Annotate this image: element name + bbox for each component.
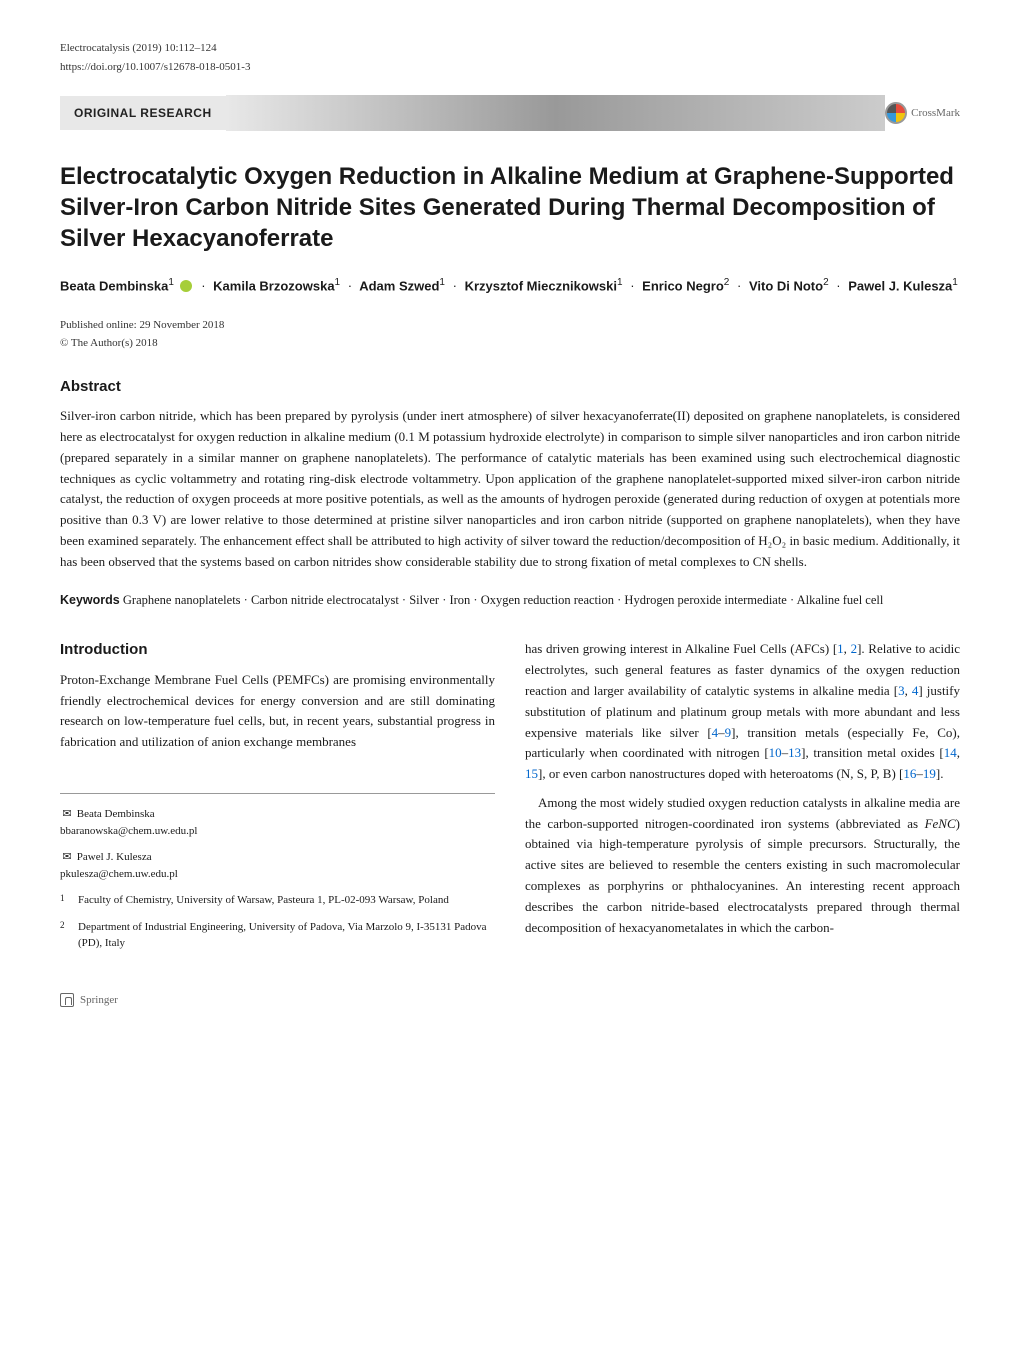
- affil-sup: 2: [724, 277, 730, 288]
- paragraph: Proton-Exchange Membrane Fuel Cells (PEM…: [60, 670, 495, 753]
- text: ) obtained via high-temperature pyrolysi…: [525, 816, 960, 935]
- copyright: © The Author(s) 2018: [60, 335, 960, 352]
- crossmark-icon: [885, 102, 907, 124]
- text-italic: FeNC: [925, 816, 956, 831]
- journal-citation: Electrocatalysis (2019) 10:112–124: [60, 40, 960, 57]
- affil-sup: 2: [823, 277, 829, 288]
- corr-name: Pawel J. Kulesza: [77, 851, 152, 863]
- category-bar: ORIGINAL RESEARCH CrossMark: [60, 95, 960, 131]
- decorative-gradient: [226, 95, 885, 131]
- page-footer: Springer: [60, 992, 960, 1009]
- orcid-icon[interactable]: [180, 280, 192, 292]
- citation-link[interactable]: 15: [525, 766, 538, 781]
- left-column: Introduction Proton-Exchange Membrane Fu…: [60, 639, 495, 961]
- author-separator: ·: [836, 278, 840, 293]
- abstract-text: Silver-iron carbon nitride, which has be…: [60, 406, 960, 572]
- affil-sup: 1: [335, 277, 341, 288]
- author-separator: ·: [453, 278, 457, 293]
- author: Vito Di Noto: [749, 278, 823, 293]
- envelope-icon: ✉: [60, 849, 74, 866]
- article-title: Electrocatalytic Oxygen Reduction in Alk…: [60, 161, 960, 255]
- paragraph: has driven growing interest in Alkaline …: [525, 639, 960, 785]
- author-separator: ·: [201, 278, 205, 293]
- keywords-text: Graphene nanoplatelets · Carbon nitride …: [123, 593, 883, 607]
- crossmark-label: CrossMark: [911, 105, 960, 122]
- affil-number: 2: [60, 919, 65, 933]
- corr-email: pkulesza@chem.uw.edu.pl: [60, 868, 178, 880]
- intro-paragraph-1-left: Proton-Exchange Membrane Fuel Cells (PEM…: [60, 670, 495, 753]
- author-list: Beata Dembinska1 · Kamila Brzozowska1 · …: [60, 275, 960, 297]
- corr-name: Beata Dembinska: [77, 808, 155, 820]
- affil-sup: 1: [952, 277, 958, 288]
- text: ].: [936, 766, 944, 781]
- author-separator: ·: [737, 278, 741, 293]
- citation-link[interactable]: 16: [903, 766, 916, 781]
- citation-link[interactable]: 14: [944, 745, 957, 760]
- paragraph: Among the most widely studied oxygen red…: [525, 793, 960, 939]
- text: ,: [905, 683, 912, 698]
- publication-date: Published online: 29 November 2018: [60, 317, 960, 334]
- crossmark-badge[interactable]: CrossMark: [885, 102, 960, 124]
- author: Pawel J. Kulesza: [848, 278, 952, 293]
- right-column: has driven growing interest in Alkaline …: [525, 639, 960, 961]
- author-separator: ·: [348, 278, 352, 293]
- affil-text: Department of Industrial Engineering, Un…: [78, 921, 486, 950]
- text: Among the most widely studied oxygen red…: [525, 795, 960, 831]
- author-separator: ·: [630, 278, 634, 293]
- affil-number: 1: [60, 892, 65, 906]
- article-category: ORIGINAL RESEARCH: [60, 96, 226, 130]
- text: ], or even carbon nanostructures doped w…: [538, 766, 903, 781]
- doi: https://doi.org/10.1007/s12678-018-0501-…: [60, 59, 960, 76]
- text: ,: [844, 641, 851, 656]
- affiliation: 2 Department of Industrial Engineering, …: [60, 919, 495, 952]
- text: ,: [957, 745, 960, 760]
- introduction-heading: Introduction: [60, 639, 495, 662]
- author: Kamila Brzozowska: [213, 278, 334, 293]
- affil-sup: 1: [617, 277, 623, 288]
- affiliation: 1 Faculty of Chemistry, University of Wa…: [60, 892, 495, 909]
- affil-sup: 1: [439, 277, 445, 288]
- keywords: Keywords Graphene nanoplatelets · Carbon…: [60, 591, 960, 610]
- intro-paragraph-1-right: has driven growing interest in Alkaline …: [525, 639, 960, 938]
- affil-sup: 1: [168, 277, 174, 288]
- citation-link[interactable]: 19: [923, 766, 936, 781]
- abstract-heading: Abstract: [60, 376, 960, 399]
- citation-link[interactable]: 10: [769, 745, 782, 760]
- keywords-label: Keywords: [60, 593, 120, 607]
- correspondence-block: ✉ Beata Dembinska bbaranowska@chem.uw.ed…: [60, 793, 495, 952]
- envelope-icon: ✉: [60, 806, 74, 823]
- corresponding-author: ✉ Pawel J. Kulesza pkulesza@chem.uw.edu.…: [60, 849, 495, 882]
- author: Adam Szwed: [359, 278, 439, 293]
- two-column-layout: Introduction Proton-Exchange Membrane Fu…: [60, 639, 960, 961]
- author: Krzysztof Miecznikowski: [465, 278, 617, 293]
- affil-text: Faculty of Chemistry, University of Wars…: [78, 894, 449, 906]
- corresponding-author: ✉ Beata Dembinska bbaranowska@chem.uw.ed…: [60, 806, 495, 839]
- corr-email: bbaranowska@chem.uw.edu.pl: [60, 825, 197, 837]
- text: has driven growing interest in Alkaline …: [525, 641, 837, 656]
- springer-icon: [60, 993, 74, 1007]
- citation-link[interactable]: 13: [788, 745, 801, 760]
- publisher-name: Springer: [80, 992, 118, 1009]
- text: ], transition metal oxides [: [801, 745, 944, 760]
- author: Beata Dembinska: [60, 278, 168, 293]
- author: Enrico Negro: [642, 278, 724, 293]
